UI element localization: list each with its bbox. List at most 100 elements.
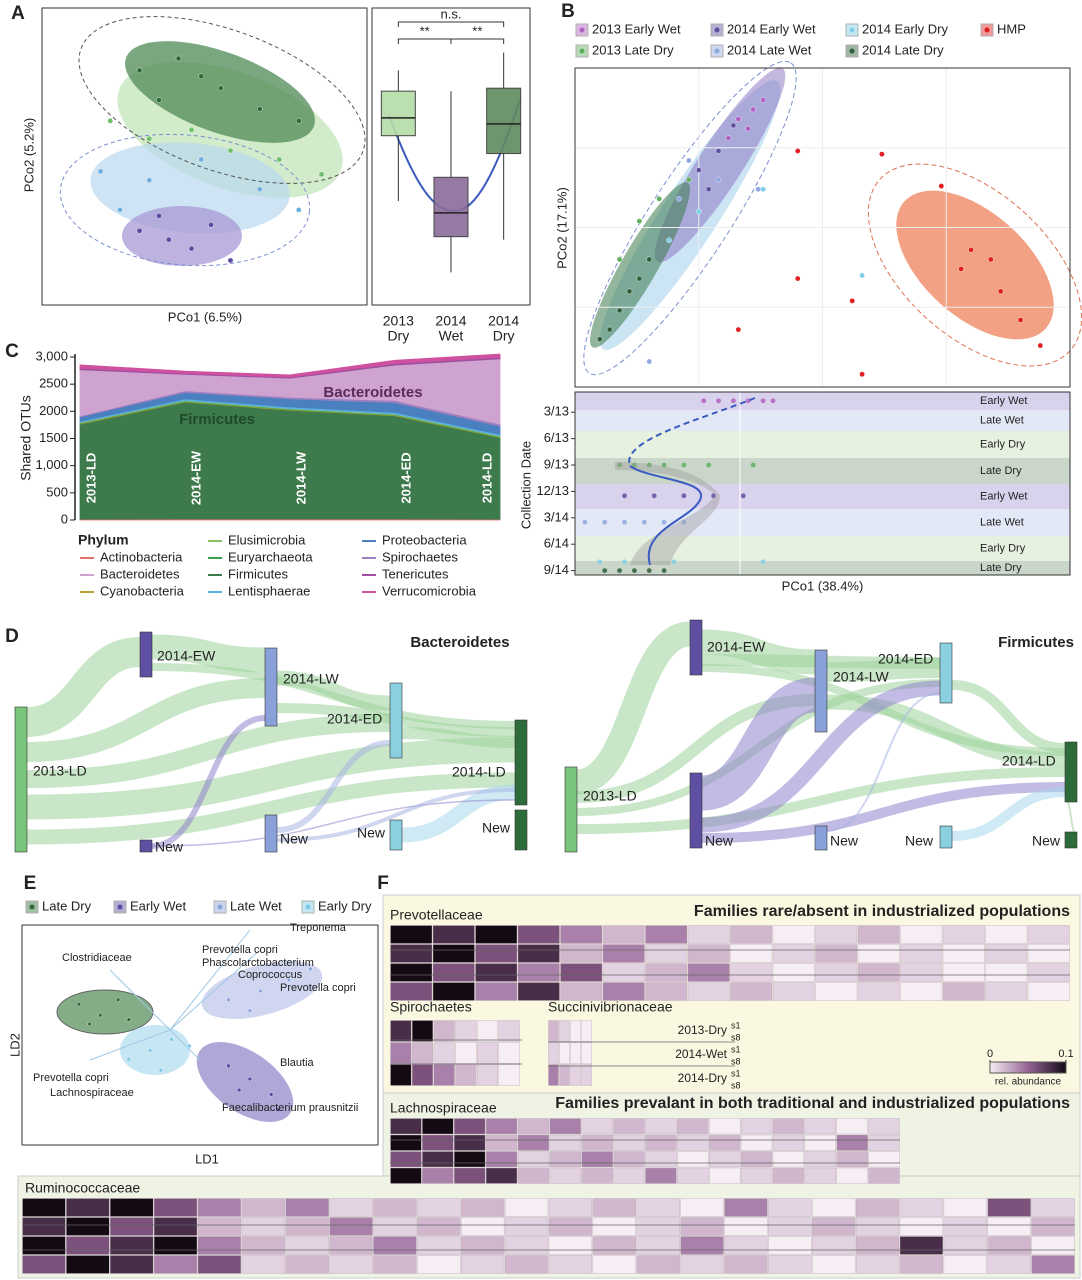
heat-cell bbox=[772, 982, 815, 1001]
band-label: Early Dry bbox=[980, 542, 1026, 554]
block-title: Lachnospiraceae bbox=[390, 1100, 497, 1116]
x-tick-label: 2014 bbox=[435, 313, 466, 329]
group-label: 2014-Wet bbox=[675, 1047, 727, 1061]
point bbox=[188, 245, 195, 252]
node-label: 2014-LW bbox=[283, 671, 340, 687]
plot-frame bbox=[371, 7, 531, 306]
y-tick-label: 9/14 bbox=[544, 562, 569, 577]
heat-cell bbox=[857, 963, 900, 982]
heat-cell bbox=[153, 1198, 198, 1217]
point bbox=[158, 1067, 164, 1073]
flow bbox=[701, 680, 941, 833]
heat-cell bbox=[581, 1151, 613, 1168]
heat-cell bbox=[645, 982, 688, 1001]
section-title: Families prevalant in both traditional a… bbox=[555, 1095, 1070, 1112]
heat-cell bbox=[730, 963, 773, 982]
plot-frame bbox=[41, 7, 368, 306]
legend-label: 2014 Early Dry bbox=[862, 21, 948, 36]
point bbox=[681, 493, 687, 499]
point bbox=[217, 85, 224, 91]
heat-cell bbox=[475, 982, 518, 1001]
heat-cell bbox=[645, 925, 688, 944]
heat-cell bbox=[602, 925, 645, 944]
node-label: New bbox=[357, 825, 386, 841]
y-tick-label: 0 bbox=[61, 511, 68, 526]
plot-frame bbox=[21, 924, 379, 1146]
node-label: 2014-EW bbox=[707, 639, 766, 655]
point bbox=[136, 67, 143, 74]
node bbox=[939, 642, 953, 704]
point bbox=[706, 462, 712, 468]
annotation: Clostridiaceae bbox=[62, 952, 132, 964]
heat-cell bbox=[433, 1064, 455, 1086]
point bbox=[794, 275, 801, 282]
sample-label: s8 bbox=[731, 1080, 741, 1090]
heat-cell bbox=[581, 1118, 613, 1135]
heat-cell bbox=[559, 1042, 570, 1064]
point bbox=[622, 493, 627, 499]
point bbox=[269, 1092, 274, 1097]
band-label: Early Wet bbox=[980, 395, 1027, 407]
flow bbox=[701, 782, 1066, 843]
heat-cell bbox=[645, 1167, 677, 1184]
heat-cell bbox=[560, 944, 603, 963]
heat-cell bbox=[602, 944, 645, 963]
heat-cell bbox=[390, 1118, 422, 1135]
heat-cell bbox=[461, 1255, 505, 1274]
heat-cell bbox=[433, 1020, 455, 1042]
point bbox=[295, 207, 302, 213]
point bbox=[227, 147, 234, 154]
heat-cell bbox=[613, 1118, 645, 1135]
flow bbox=[576, 767, 1066, 834]
b-ellipses bbox=[583, 60, 1082, 376]
legend-dot bbox=[714, 27, 720, 33]
bracket bbox=[397, 38, 452, 44]
node bbox=[689, 772, 703, 849]
category-label: 2014-LD bbox=[479, 453, 494, 504]
y-axis-label: LD2 bbox=[7, 1033, 22, 1057]
point bbox=[247, 1076, 253, 1082]
heat-cell bbox=[241, 1198, 285, 1217]
sankey-title: Bacteroidetes bbox=[410, 634, 509, 651]
heat-cell bbox=[772, 1167, 805, 1184]
heat-cell bbox=[815, 963, 858, 982]
x-tick-label: 2013 bbox=[383, 313, 414, 329]
legend-label: 2013 Early Wet bbox=[592, 21, 681, 36]
box bbox=[486, 87, 522, 155]
heat-cell bbox=[836, 1151, 868, 1168]
heat-cell bbox=[740, 1167, 773, 1184]
heat-cell bbox=[285, 1255, 329, 1274]
ellipse bbox=[896, 190, 1054, 340]
block-title: Prevotellaceae bbox=[390, 907, 483, 923]
heat-cell bbox=[570, 1064, 581, 1086]
heat-cell bbox=[153, 1217, 198, 1236]
heat-cell bbox=[461, 1217, 505, 1236]
point bbox=[626, 288, 633, 295]
heat-cell bbox=[772, 963, 815, 982]
point bbox=[725, 135, 732, 141]
heat-cell bbox=[804, 1134, 836, 1151]
heat-cell bbox=[868, 1134, 900, 1151]
heat-cell bbox=[197, 1198, 242, 1217]
heat-cell bbox=[548, 1255, 593, 1274]
legend-label: Verrucomicrobia bbox=[382, 583, 477, 598]
heat-cell bbox=[899, 1236, 944, 1255]
heat-cell bbox=[677, 1167, 709, 1184]
point bbox=[731, 398, 736, 404]
point bbox=[258, 988, 263, 994]
a-ellipses bbox=[59, 16, 366, 267]
flow bbox=[151, 634, 266, 673]
point bbox=[661, 568, 667, 574]
heat-cell bbox=[680, 1217, 724, 1236]
heat-cell bbox=[197, 1255, 242, 1274]
heat-cell bbox=[560, 982, 603, 1001]
heat-cell bbox=[740, 1134, 773, 1151]
heat-cell bbox=[454, 1151, 486, 1168]
point bbox=[735, 326, 742, 333]
heat-cell bbox=[815, 944, 858, 963]
y-tick-label: 6/13 bbox=[544, 430, 569, 445]
point bbox=[198, 73, 205, 80]
heat-cell bbox=[475, 925, 518, 944]
heat-cell bbox=[687, 982, 730, 1001]
point bbox=[988, 256, 994, 263]
